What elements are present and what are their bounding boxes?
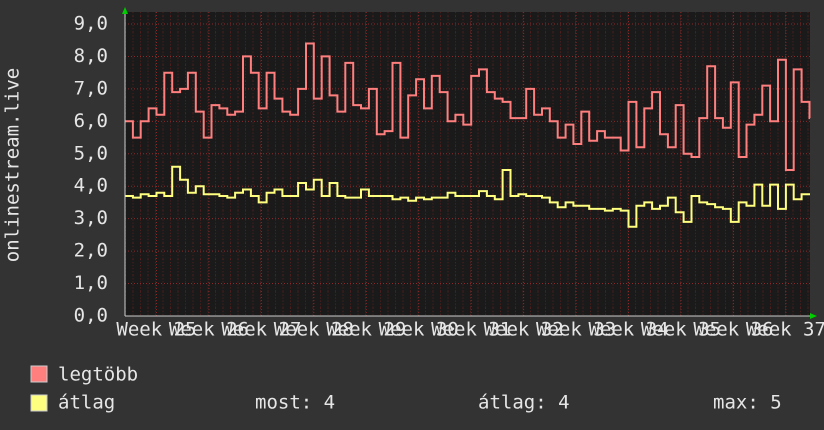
series-line bbox=[125, 165, 810, 228]
y-tick-label: 8,0 bbox=[74, 45, 108, 67]
y-tick-label: 9,0 bbox=[74, 13, 108, 35]
y-tick-label: 1,0 bbox=[74, 272, 108, 294]
x-tick-label: Week 33 bbox=[536, 319, 616, 341]
legend-label: átlag bbox=[58, 392, 115, 414]
y-tick-label: 7,0 bbox=[74, 77, 108, 99]
x-tick-label: Week 26 bbox=[169, 319, 249, 341]
y-tick-label: 4,0 bbox=[74, 175, 108, 197]
series-line bbox=[125, 42, 811, 171]
y-tick-label: 2,0 bbox=[74, 240, 108, 262]
axis-arrow bbox=[810, 313, 817, 319]
stat-text: átlag: 4 bbox=[478, 392, 570, 414]
legend-label: legtöbb bbox=[58, 364, 138, 386]
x-tick-label: Week 34 bbox=[588, 319, 668, 341]
stat-text: most: 4 bbox=[255, 392, 335, 414]
x-tick-label: Week 32 bbox=[484, 319, 564, 341]
x-tick-label: Week 29 bbox=[326, 319, 406, 341]
x-tick-label: Week 35 bbox=[641, 319, 721, 341]
y-tick-label: 0,0 bbox=[74, 305, 108, 327]
x-tick-label: Week 31 bbox=[431, 319, 511, 341]
x-tick-label: Week 36 bbox=[693, 319, 773, 341]
x-tick-label: Week 30 bbox=[379, 319, 459, 341]
y-axis-label: onlinestream.live bbox=[2, 68, 24, 262]
y-tick-label: 6,0 bbox=[74, 110, 108, 132]
legend-swatch bbox=[30, 394, 48, 412]
axis-arrow bbox=[122, 7, 128, 14]
x-tick-label: Week 27 bbox=[221, 319, 301, 341]
x-tick-label: Week 37 bbox=[746, 319, 824, 341]
minor-grid bbox=[125, 12, 810, 316]
x-tick-label: Week 25 bbox=[116, 319, 196, 341]
legend-swatch bbox=[30, 365, 48, 383]
x-tick-label: Week 28 bbox=[274, 319, 354, 341]
y-tick-label: 5,0 bbox=[74, 142, 108, 164]
stat-text: max: 5 bbox=[713, 392, 782, 414]
y-tick-label: 3,0 bbox=[74, 207, 108, 229]
